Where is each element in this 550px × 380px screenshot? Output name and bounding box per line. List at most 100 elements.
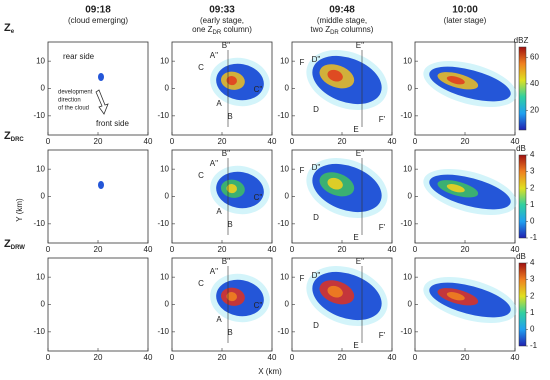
column-time: 10:00 bbox=[452, 5, 478, 16]
section-label: A'' bbox=[210, 267, 219, 276]
x-tick-label: 20 bbox=[218, 245, 227, 254]
x-tick-label: 40 bbox=[388, 137, 397, 146]
y-tick-label: 0 bbox=[285, 300, 290, 309]
y-tick-label: -10 bbox=[157, 219, 169, 228]
y-tick-label: -10 bbox=[400, 327, 412, 336]
y-tick-label: -10 bbox=[277, 111, 289, 120]
section-label: C'' bbox=[254, 85, 263, 94]
section-label: B bbox=[227, 112, 232, 121]
y-tick-label: -10 bbox=[277, 327, 289, 336]
y-tick-label: 0 bbox=[165, 192, 170, 201]
y-tick-label: 0 bbox=[285, 84, 290, 93]
column-caption: (cloud emerging) bbox=[68, 16, 128, 25]
section-label: D'' bbox=[312, 163, 321, 172]
annotation: of the cloud bbox=[58, 106, 89, 112]
x-tick-label: 0 bbox=[46, 245, 51, 254]
row-label: ZDRW bbox=[4, 238, 25, 251]
x-tick-label: 40 bbox=[511, 245, 520, 254]
section-label: D'' bbox=[312, 55, 321, 64]
colorbar bbox=[518, 154, 527, 239]
colorbar-tick-label: 3 bbox=[530, 167, 535, 176]
y-tick-label: 0 bbox=[408, 84, 413, 93]
y-axis-label: Y (km) bbox=[15, 198, 24, 222]
x-tick-label: 0 bbox=[46, 137, 51, 146]
section-label: E bbox=[353, 341, 358, 350]
column-caption: two ZDR columns) bbox=[311, 25, 374, 35]
x-tick-label: 0 bbox=[290, 245, 295, 254]
y-tick-label: 0 bbox=[41, 300, 46, 309]
echo-core bbox=[446, 76, 465, 85]
annotation: development bbox=[58, 90, 93, 96]
y-tick-label: -10 bbox=[157, 327, 169, 336]
x-tick-label: 0 bbox=[290, 353, 295, 362]
echo-core bbox=[327, 69, 343, 82]
y-tick-label: 0 bbox=[165, 84, 170, 93]
section-label: D'' bbox=[312, 271, 321, 280]
echo-core bbox=[226, 292, 237, 302]
y-tick-label: -10 bbox=[277, 219, 289, 228]
column-time: 09:33 bbox=[209, 5, 235, 16]
y-tick-label: -10 bbox=[157, 111, 169, 120]
y-tick-label: 0 bbox=[285, 192, 290, 201]
x-tick-label: 40 bbox=[144, 137, 153, 146]
x-tick-label: 0 bbox=[170, 137, 175, 146]
y-tick-label: 10 bbox=[160, 272, 169, 281]
y-tick-label: 0 bbox=[165, 300, 170, 309]
x-tick-label: 20 bbox=[338, 353, 347, 362]
x-tick-label: 40 bbox=[144, 245, 153, 254]
row-label-sub: DRC bbox=[11, 137, 25, 143]
annotation: direction bbox=[58, 98, 81, 104]
section-label: A'' bbox=[210, 159, 219, 168]
direction-arrow bbox=[95, 89, 109, 115]
row-label-sub: DRW bbox=[11, 245, 26, 251]
colorbar-tick-label: 1 bbox=[530, 308, 535, 317]
colorbar-unit: dB bbox=[516, 144, 526, 153]
section-label: F bbox=[300, 58, 305, 67]
x-tick-label: 20 bbox=[94, 137, 103, 146]
echo-cell bbox=[98, 73, 104, 81]
y-tick-label: 0 bbox=[408, 300, 413, 309]
y-tick-label: -10 bbox=[400, 111, 412, 120]
section-label: A bbox=[216, 315, 222, 324]
y-tick-label: -10 bbox=[33, 327, 45, 336]
colorbar-tick-label: 2 bbox=[530, 183, 535, 192]
x-tick-label: 20 bbox=[338, 137, 347, 146]
colorbar-tick-label: 3 bbox=[530, 275, 535, 284]
colorbar-unit: dB bbox=[516, 252, 526, 261]
column-caption: (middle stage, bbox=[317, 16, 367, 25]
row-label: ZDRC bbox=[4, 130, 24, 143]
panel-frame bbox=[47, 257, 149, 352]
section-label: A bbox=[216, 207, 222, 216]
echo-core bbox=[226, 184, 237, 194]
y-tick-label: 0 bbox=[41, 192, 46, 201]
section-label: F bbox=[300, 166, 305, 175]
x-axis-label: X (km) bbox=[258, 367, 282, 376]
x-tick-label: 40 bbox=[511, 137, 520, 146]
x-tick-label: 0 bbox=[170, 245, 175, 254]
x-tick-label: 40 bbox=[268, 353, 277, 362]
colorbar-unit: dBZ bbox=[514, 36, 529, 45]
section-label: F bbox=[300, 274, 305, 283]
y-tick-label: -10 bbox=[33, 219, 45, 228]
x-tick-label: 20 bbox=[94, 245, 103, 254]
section-label: C'' bbox=[254, 301, 263, 310]
y-tick-label: 10 bbox=[280, 56, 289, 65]
y-tick-label: -10 bbox=[400, 219, 412, 228]
section-label: E'' bbox=[356, 257, 365, 266]
x-tick-label: 40 bbox=[388, 353, 397, 362]
colorbar bbox=[518, 262, 527, 347]
x-tick-label: 20 bbox=[94, 353, 103, 362]
row-label: Ze bbox=[4, 22, 15, 35]
x-tick-label: 0 bbox=[170, 353, 175, 362]
x-tick-label: 40 bbox=[388, 245, 397, 254]
section-label: F' bbox=[379, 115, 386, 124]
x-tick-label: 20 bbox=[461, 353, 470, 362]
colorbar bbox=[518, 46, 527, 131]
colorbar-tick-label: -1 bbox=[530, 233, 538, 242]
caption-text: column) bbox=[221, 25, 252, 34]
row-label-main: Z bbox=[4, 238, 11, 250]
colorbar-tick-label: 1 bbox=[530, 200, 535, 209]
x-tick-label: 0 bbox=[413, 137, 418, 146]
x-tick-label: 0 bbox=[46, 353, 51, 362]
